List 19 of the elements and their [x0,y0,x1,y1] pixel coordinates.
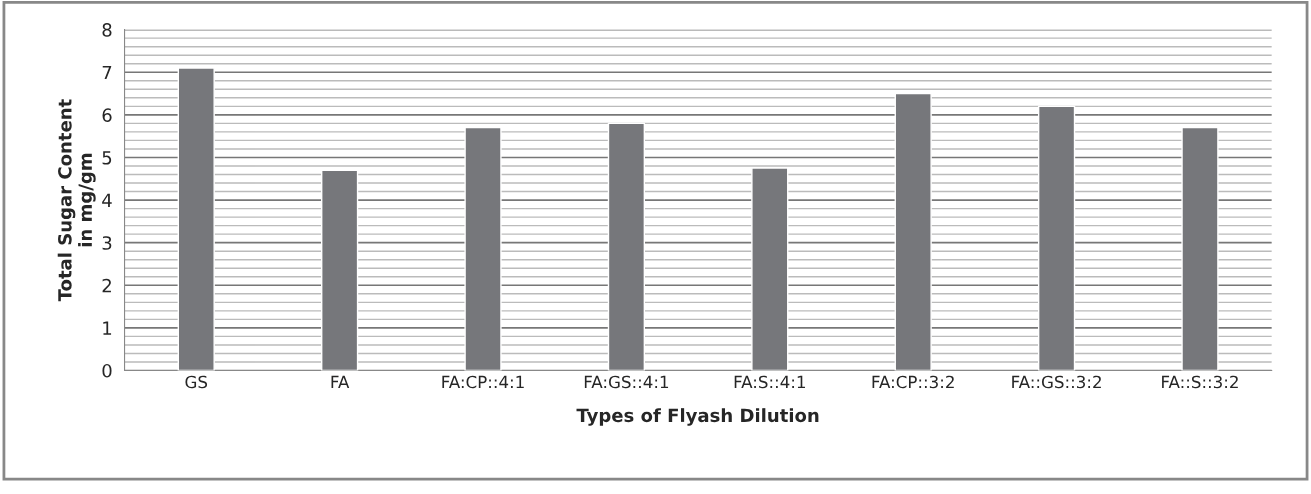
y-tick-label: 5 [102,151,112,165]
y-tick-label: 1 [103,321,112,335]
y-axis-title: Total Sugar Content in mg/gm [57,99,96,302]
x-tick-label: FA:S::4:1 [734,375,805,389]
y-tick-label: 0 [102,363,112,378]
x-tick-label: FA::GS::3:2 [1012,375,1101,389]
y-tick-label: 7 [102,65,112,80]
x-axis-title: Types of Flyash Dilution [576,408,819,426]
y-tick-label: 6 [102,108,112,122]
x-tick-label: GS [185,375,208,389]
x-tick-label: FA:CP::3:2 [872,375,954,389]
y-tick-label: 8 [102,23,112,37]
y-tick-label: 2 [102,278,111,293]
x-tick-label: FA::S::3:2 [1162,375,1238,389]
x-tick-label: FA:CP::4:1 [442,375,524,389]
x-tick-label: FA [331,375,350,389]
x-tick-label: FA:GS::4:1 [584,375,669,389]
y-tick-label: 4 [102,193,112,207]
y-tick-label: 3 [102,236,112,250]
